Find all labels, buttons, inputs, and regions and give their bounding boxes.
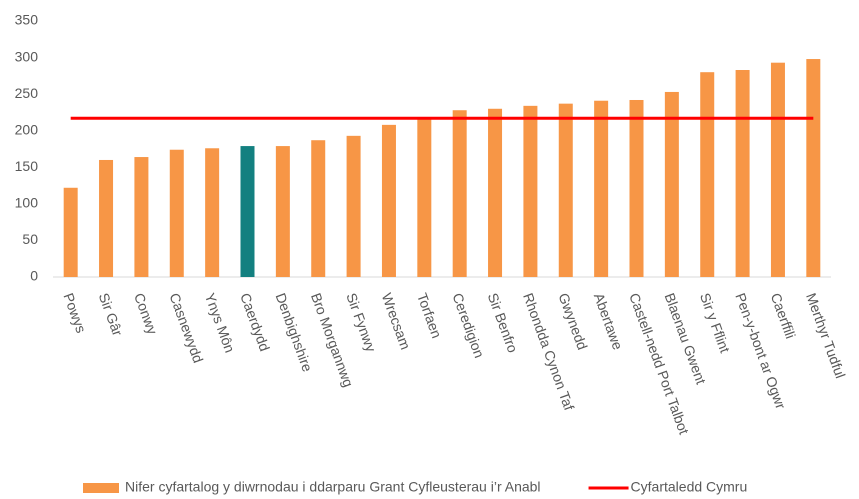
y-tick-label: 100 — [15, 195, 39, 211]
x-tick-label: Powys — [60, 291, 89, 335]
bar — [488, 108, 503, 278]
bar — [700, 72, 715, 277]
bar — [770, 62, 785, 277]
bar — [452, 110, 467, 277]
x-tick-label: Abertawe — [591, 291, 626, 352]
x-tick-label: Caerdydd — [237, 291, 273, 354]
bar — [205, 148, 220, 277]
y-tick-label: 0 — [30, 268, 38, 284]
x-tick-label: Ynys Môn — [202, 291, 238, 355]
legend-label: Nifer cyfartalog y diwrnodau i ddarparu … — [125, 479, 541, 495]
bar — [629, 99, 644, 277]
x-tick-label: Sir Benfro — [485, 291, 521, 355]
bar — [806, 59, 821, 277]
x-tick-label: Wrecsam — [379, 291, 414, 352]
bar — [275, 146, 290, 277]
x-tick-label: Torfaen — [414, 291, 445, 340]
bar — [594, 100, 609, 278]
bar — [664, 91, 679, 277]
bar — [735, 70, 750, 278]
x-tick-label: Sir y Fflint — [697, 291, 733, 355]
legend-swatch — [83, 483, 119, 493]
x-tick-label: Gwynedd — [555, 291, 590, 352]
bar — [346, 135, 361, 277]
x-tick-label: Sir Gâr — [96, 291, 126, 338]
y-tick-label: 350 — [15, 12, 39, 28]
y-tick-label: 250 — [15, 85, 39, 101]
x-tick-label: Sir Fynwy — [343, 291, 379, 354]
bar — [523, 105, 538, 278]
bar — [63, 187, 78, 277]
bar — [99, 159, 114, 277]
bar — [311, 140, 326, 277]
y-tick-label: 150 — [15, 158, 39, 174]
y-tick-label: 50 — [22, 231, 38, 247]
x-tick-label: Casnewydd — [166, 291, 206, 365]
bar — [417, 118, 432, 277]
y-tick-label: 300 — [15, 48, 39, 64]
x-tick-label: Conwy — [131, 291, 161, 337]
bar — [381, 124, 396, 277]
bar — [134, 157, 149, 277]
x-tick-label: Ceredigion — [449, 291, 487, 360]
bar — [169, 149, 184, 277]
x-tick-label: Denbighshire — [273, 291, 316, 374]
bar — [558, 103, 573, 277]
x-tick-label: Merthyr Tudful — [803, 291, 849, 381]
y-tick-label: 200 — [15, 121, 39, 137]
x-tick-label: Caerffili — [768, 291, 799, 341]
legend-label: Cyfartaledd Cymru — [631, 479, 748, 495]
bar — [240, 146, 255, 277]
